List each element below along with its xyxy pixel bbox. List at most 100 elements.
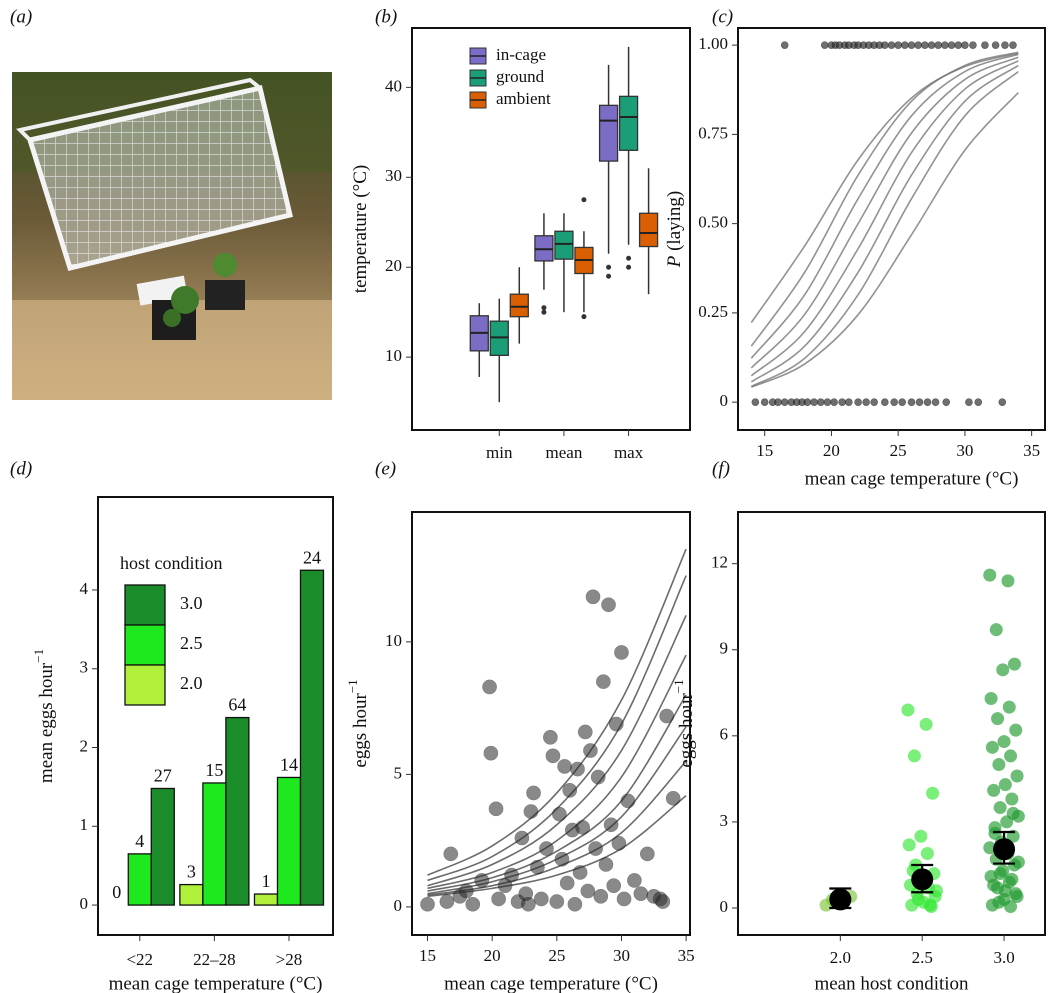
- bar: [276, 776, 302, 906]
- legend-swatch: [124, 584, 166, 626]
- data-point: [583, 743, 598, 758]
- data-point: [881, 41, 889, 49]
- y-tick-label: 3: [720, 811, 729, 830]
- data-point: [580, 883, 596, 899]
- x-tick-label: 2.0: [830, 948, 851, 967]
- data-point: [760, 398, 769, 406]
- data-point: [1011, 855, 1025, 869]
- outlier: [541, 305, 547, 311]
- data-point: [1009, 41, 1017, 49]
- data-point: [1006, 806, 1020, 820]
- data-point: [993, 801, 1007, 815]
- data-point: [420, 896, 435, 912]
- data-point: [992, 895, 1006, 909]
- mean-point: [829, 888, 852, 911]
- data-point: [552, 806, 567, 822]
- x-axis-label: mean cage temperature (°C): [109, 973, 323, 993]
- data-point: [575, 820, 590, 835]
- panel-label: (b): [375, 6, 397, 27]
- data-point: [491, 891, 506, 907]
- data-point: [620, 793, 636, 809]
- box: [618, 95, 639, 151]
- x-tick-label: 20: [484, 946, 501, 965]
- data-point: [988, 826, 1002, 840]
- data-point: [665, 790, 681, 806]
- data-point: [926, 786, 940, 800]
- data-point: [543, 729, 558, 745]
- data-point: [611, 835, 627, 851]
- data-point: [1001, 574, 1015, 588]
- data-point: [820, 41, 829, 49]
- count-label: 64: [228, 695, 246, 715]
- y-tick-label: 5: [394, 763, 403, 782]
- x-tick-label: 25: [548, 946, 565, 965]
- plot-frame: [737, 511, 1046, 936]
- data-point: [659, 708, 675, 724]
- data-point: [947, 41, 956, 49]
- data-point: [930, 884, 943, 898]
- data-point: [924, 900, 938, 914]
- data-point: [931, 398, 940, 406]
- x-tick-label: <22: [126, 950, 153, 969]
- panel-label: (a): [10, 6, 32, 27]
- y-tick-label: 10: [385, 631, 402, 650]
- data-point: [919, 717, 933, 731]
- data-point: [577, 724, 593, 740]
- x-axis-label: mean cage temperature (°C): [444, 973, 658, 993]
- data-point: [862, 398, 870, 406]
- fit-curve: [750, 53, 1019, 359]
- x-tick-label: 35: [1023, 441, 1040, 460]
- data-point: [983, 568, 997, 582]
- data-point: [987, 783, 1001, 797]
- data-point: [439, 894, 455, 909]
- plot-frame: [411, 27, 691, 431]
- data-point: [816, 398, 825, 406]
- data-point: [996, 663, 1010, 677]
- y-axis-label-text: eggs hour: [350, 693, 371, 768]
- data-point: [1005, 792, 1019, 806]
- data-point: [526, 785, 541, 801]
- outlier: [541, 309, 547, 315]
- x-tick-label: 2.5: [912, 948, 933, 967]
- x-tick-label: 15: [756, 441, 773, 460]
- y-tick-label: 2: [80, 736, 89, 755]
- data-point: [907, 398, 916, 406]
- data-point: [1010, 769, 1024, 783]
- outlier: [581, 314, 587, 320]
- legend-title: host condition: [120, 553, 223, 573]
- data-point: [1004, 900, 1018, 914]
- data-point: [844, 398, 853, 406]
- data-point: [474, 873, 490, 888]
- y-axis-label-sup: −1: [671, 679, 686, 693]
- y-tick-label: 6: [720, 725, 729, 744]
- data-point: [914, 829, 928, 843]
- bar: [253, 893, 279, 906]
- panel-label: (e): [375, 458, 396, 479]
- y-axis-label: temperature (°C): [350, 165, 371, 293]
- data-point: [514, 830, 530, 846]
- data-point: [998, 778, 1012, 792]
- data-point: [954, 41, 963, 49]
- box: [638, 212, 659, 248]
- fit-curve: [750, 56, 1019, 369]
- fit-curve: [427, 548, 687, 876]
- y-axis-label-rest: (laying): [664, 191, 685, 256]
- legend-label: 2.5: [180, 633, 203, 653]
- count-label: 14: [280, 755, 298, 775]
- count-label: 24: [303, 547, 321, 567]
- x-tick-label: 35: [678, 946, 695, 965]
- y-tick-label: 3: [80, 658, 89, 677]
- data-point: [780, 41, 789, 49]
- data-point: [614, 645, 629, 660]
- count-label: 4: [135, 831, 144, 851]
- y-tick-label: 0.25: [698, 302, 728, 321]
- y-tick-label: 4: [80, 579, 89, 598]
- bar: [179, 883, 204, 906]
- y-axis-label: eggs hour−1: [345, 679, 371, 767]
- y-tick-label: 0: [80, 894, 89, 913]
- fit-curve: [750, 60, 1019, 377]
- data-point: [539, 841, 554, 856]
- bar: [225, 716, 250, 906]
- legend-label: 2.0: [180, 673, 203, 693]
- x-tick-label: 30: [613, 946, 630, 965]
